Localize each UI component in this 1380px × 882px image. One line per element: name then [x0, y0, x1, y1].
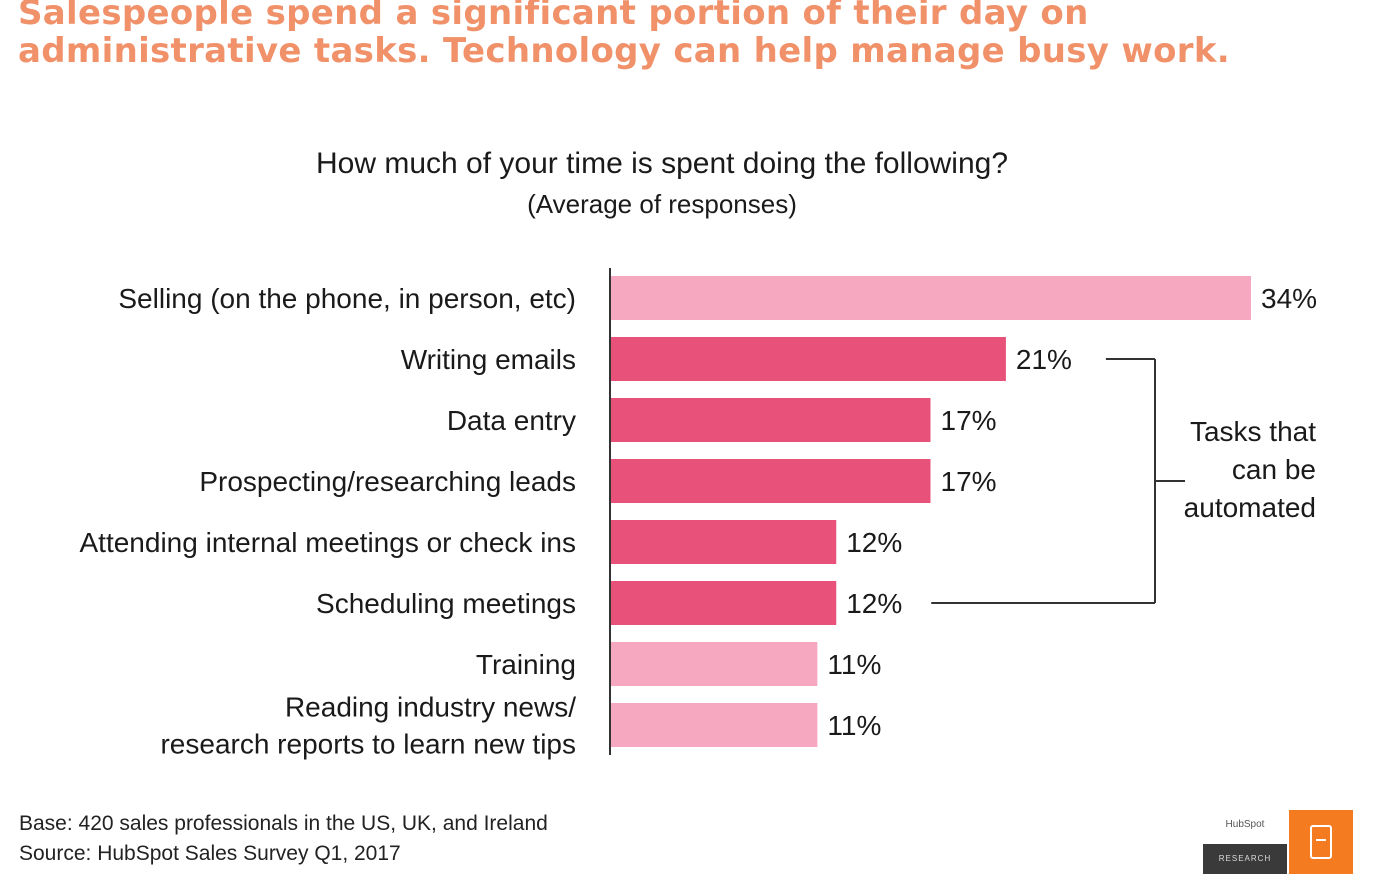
annotation-text: automated: [1184, 492, 1316, 523]
value-label: 11%: [827, 649, 881, 680]
bar: [610, 581, 837, 625]
bar: [610, 337, 1006, 381]
bar: [610, 642, 818, 686]
hubspot-research-logo: HubSpot RESEARCH: [1203, 810, 1353, 874]
logo-wordmark: HubSpot: [1203, 810, 1287, 840]
bar: [610, 520, 837, 564]
category-label: Reading industry news/: [285, 692, 576, 723]
category-label: Training: [476, 649, 576, 680]
value-label: 17%: [941, 405, 997, 436]
bar: [610, 276, 1251, 320]
category-label: Data entry: [447, 405, 576, 436]
base-note: Base: 420 sales professionals in the US,…: [19, 812, 548, 835]
bar: [610, 459, 931, 503]
logo-research-label: RESEARCH: [1203, 844, 1287, 874]
source-note: Source: HubSpot Sales Survey Q1, 2017: [19, 842, 401, 865]
bar: [610, 703, 818, 747]
bar: [610, 398, 931, 442]
value-label: 17%: [941, 466, 997, 497]
chart-subtitle: (Average of responses): [527, 189, 797, 219]
category-label: Writing emails: [401, 344, 576, 375]
category-label: Scheduling meetings: [316, 588, 576, 619]
value-label: 34%: [1261, 283, 1317, 314]
value-label: 11%: [827, 710, 881, 741]
category-label: Selling (on the phone, in person, etc): [118, 283, 576, 314]
headline: Salespeople spend a significant portion …: [18, 0, 1230, 71]
category-label: research reports to learn new tips: [160, 729, 576, 760]
annotation-text: Tasks that: [1190, 416, 1316, 447]
value-label: 12%: [846, 588, 902, 619]
category-label: Attending internal meetings or check ins: [80, 527, 577, 558]
category-label: Prospecting/researching leads: [199, 466, 576, 497]
value-label: 21%: [1016, 344, 1072, 375]
logo-icon: [1289, 810, 1353, 874]
chart-title: How much of your time is spent doing the…: [315, 147, 1009, 180]
annotation-text: can be: [1232, 454, 1316, 485]
value-label: 12%: [846, 527, 902, 558]
